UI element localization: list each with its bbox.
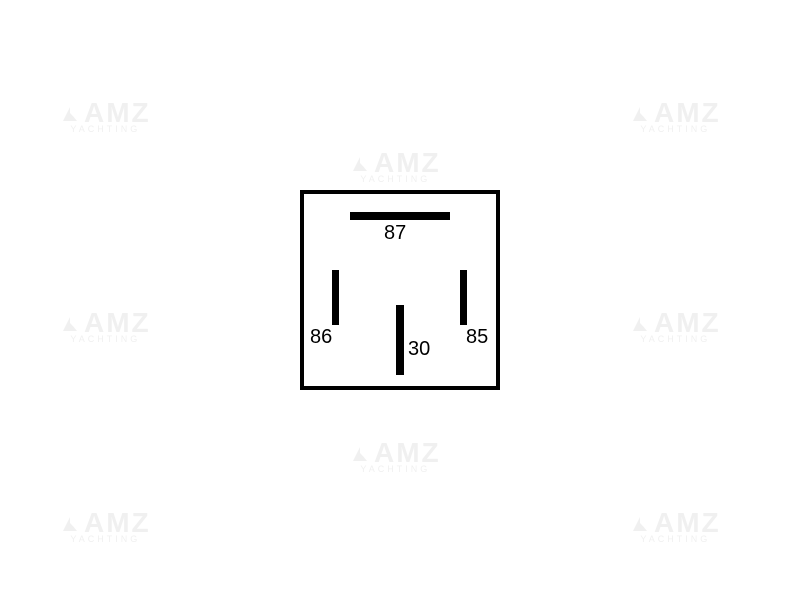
pin-86-terminal: [332, 270, 339, 325]
watermark-subtext: YACHTING: [640, 535, 710, 543]
watermark-text: AMZ: [654, 307, 721, 338]
watermark-text: AMZ: [654, 507, 721, 538]
watermark-text: AMZ: [654, 97, 721, 128]
watermark-subtext: YACHTING: [360, 465, 430, 473]
watermark: AMZ YACHTING: [60, 100, 151, 133]
pin-87-terminal: [350, 212, 450, 220]
watermark-text: AMZ: [84, 507, 151, 538]
watermark-text: AMZ: [84, 97, 151, 128]
pin-87-label: 87: [384, 222, 406, 245]
watermark-text: AMZ: [374, 437, 441, 468]
pin-85-terminal: [460, 270, 467, 325]
watermark: AMZ YACHTING: [630, 310, 721, 343]
watermark-subtext: YACHTING: [70, 335, 140, 343]
watermark-subtext: YACHTING: [70, 125, 140, 133]
watermark: AMZ YACHTING: [350, 440, 441, 473]
watermark-subtext: YACHTING: [640, 335, 710, 343]
watermark-text: AMZ: [84, 307, 151, 338]
watermark: AMZ YACHTING: [60, 510, 151, 543]
watermark-subtext: YACHTING: [360, 175, 430, 183]
watermark-subtext: YACHTING: [640, 125, 710, 133]
watermark: AMZ YACHTING: [350, 150, 441, 183]
pin-30-terminal: [396, 305, 404, 375]
watermark: AMZ YACHTING: [60, 310, 151, 343]
watermark: AMZ YACHTING: [630, 510, 721, 543]
pin-86-label: 86: [310, 326, 332, 349]
pin-85-label: 85: [466, 326, 488, 349]
watermark-text: AMZ: [374, 147, 441, 178]
pin-30-label: 30: [408, 338, 430, 361]
watermark-subtext: YACHTING: [70, 535, 140, 543]
watermark: AMZ YACHTING: [630, 100, 721, 133]
